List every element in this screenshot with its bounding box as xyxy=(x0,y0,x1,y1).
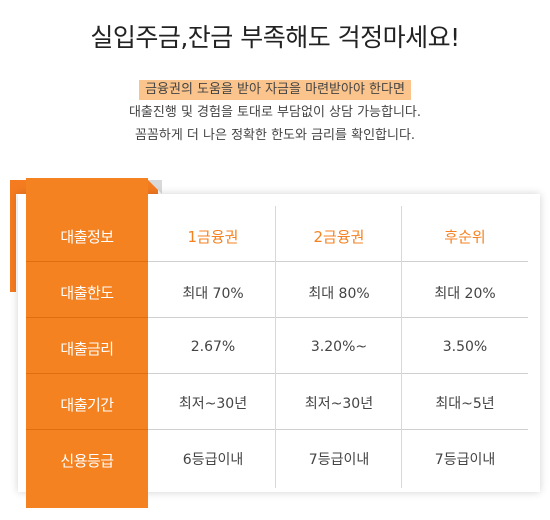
column-divider xyxy=(401,206,402,488)
label-divider xyxy=(26,373,148,374)
label-divider xyxy=(26,317,148,318)
corner-fold xyxy=(148,180,162,194)
column-header-subordinate: 후순위 xyxy=(444,228,486,246)
table-cell: 최저~30년 xyxy=(178,396,248,412)
table-cell: 최대 80% xyxy=(308,286,370,302)
table-cell: 2.67% xyxy=(190,339,236,355)
row-label-rate: 대출금리 xyxy=(60,340,114,358)
table-cell: 7등급이내 xyxy=(308,452,370,468)
intro-line-3: 꼼꼼하게 더 나은 정확한 한도와 금리를 확인합니다. xyxy=(134,128,416,143)
row-divider xyxy=(148,317,528,318)
label-divider xyxy=(26,261,148,262)
table-cell: 3.50% xyxy=(442,339,488,355)
row-label-limit: 대출한도 xyxy=(60,284,114,302)
table-cell: 최대 20% xyxy=(434,286,496,302)
row-divider xyxy=(148,373,528,374)
table-cell: 6등급이내 xyxy=(182,452,244,468)
intro-line-2: 대출진행 및 경험을 토대로 부담없이 상담 가능합니다. xyxy=(128,105,422,120)
column-header-tier1: 1금융권 xyxy=(187,228,239,246)
column-divider xyxy=(275,206,276,488)
column-header-tier2: 2금융권 xyxy=(313,228,365,246)
table-cell: 최저~30년 xyxy=(304,396,374,412)
row-divider xyxy=(148,261,528,262)
row-divider xyxy=(148,429,528,430)
page-headline: 실입주금,잔금 부족해도 걱정마세요! xyxy=(90,23,460,52)
intro-text: 금융권의 도움을 받아 자금을 마련받아야 한다면 대출진행 및 경험을 토대로… xyxy=(0,78,550,147)
row-label-info: 대출정보 xyxy=(60,228,114,246)
corner-accent-side xyxy=(10,180,16,292)
row-label-credit: 신용등급 xyxy=(60,452,114,470)
row-label-term: 대출기간 xyxy=(60,396,114,414)
table-cell: 7등급이내 xyxy=(434,452,496,468)
intro-highlight: 금융권의 도움을 받아 자금을 마련받아야 한다면 xyxy=(139,80,411,100)
row-label-column: 대출정보 대출한도 대출금리 대출기간 신용등급 xyxy=(26,178,148,508)
table-cell: 최대 70% xyxy=(182,286,244,302)
table-cell: 3.20%~ xyxy=(310,339,368,355)
table-cell: 최대~5년 xyxy=(435,396,495,412)
label-divider xyxy=(26,429,148,430)
